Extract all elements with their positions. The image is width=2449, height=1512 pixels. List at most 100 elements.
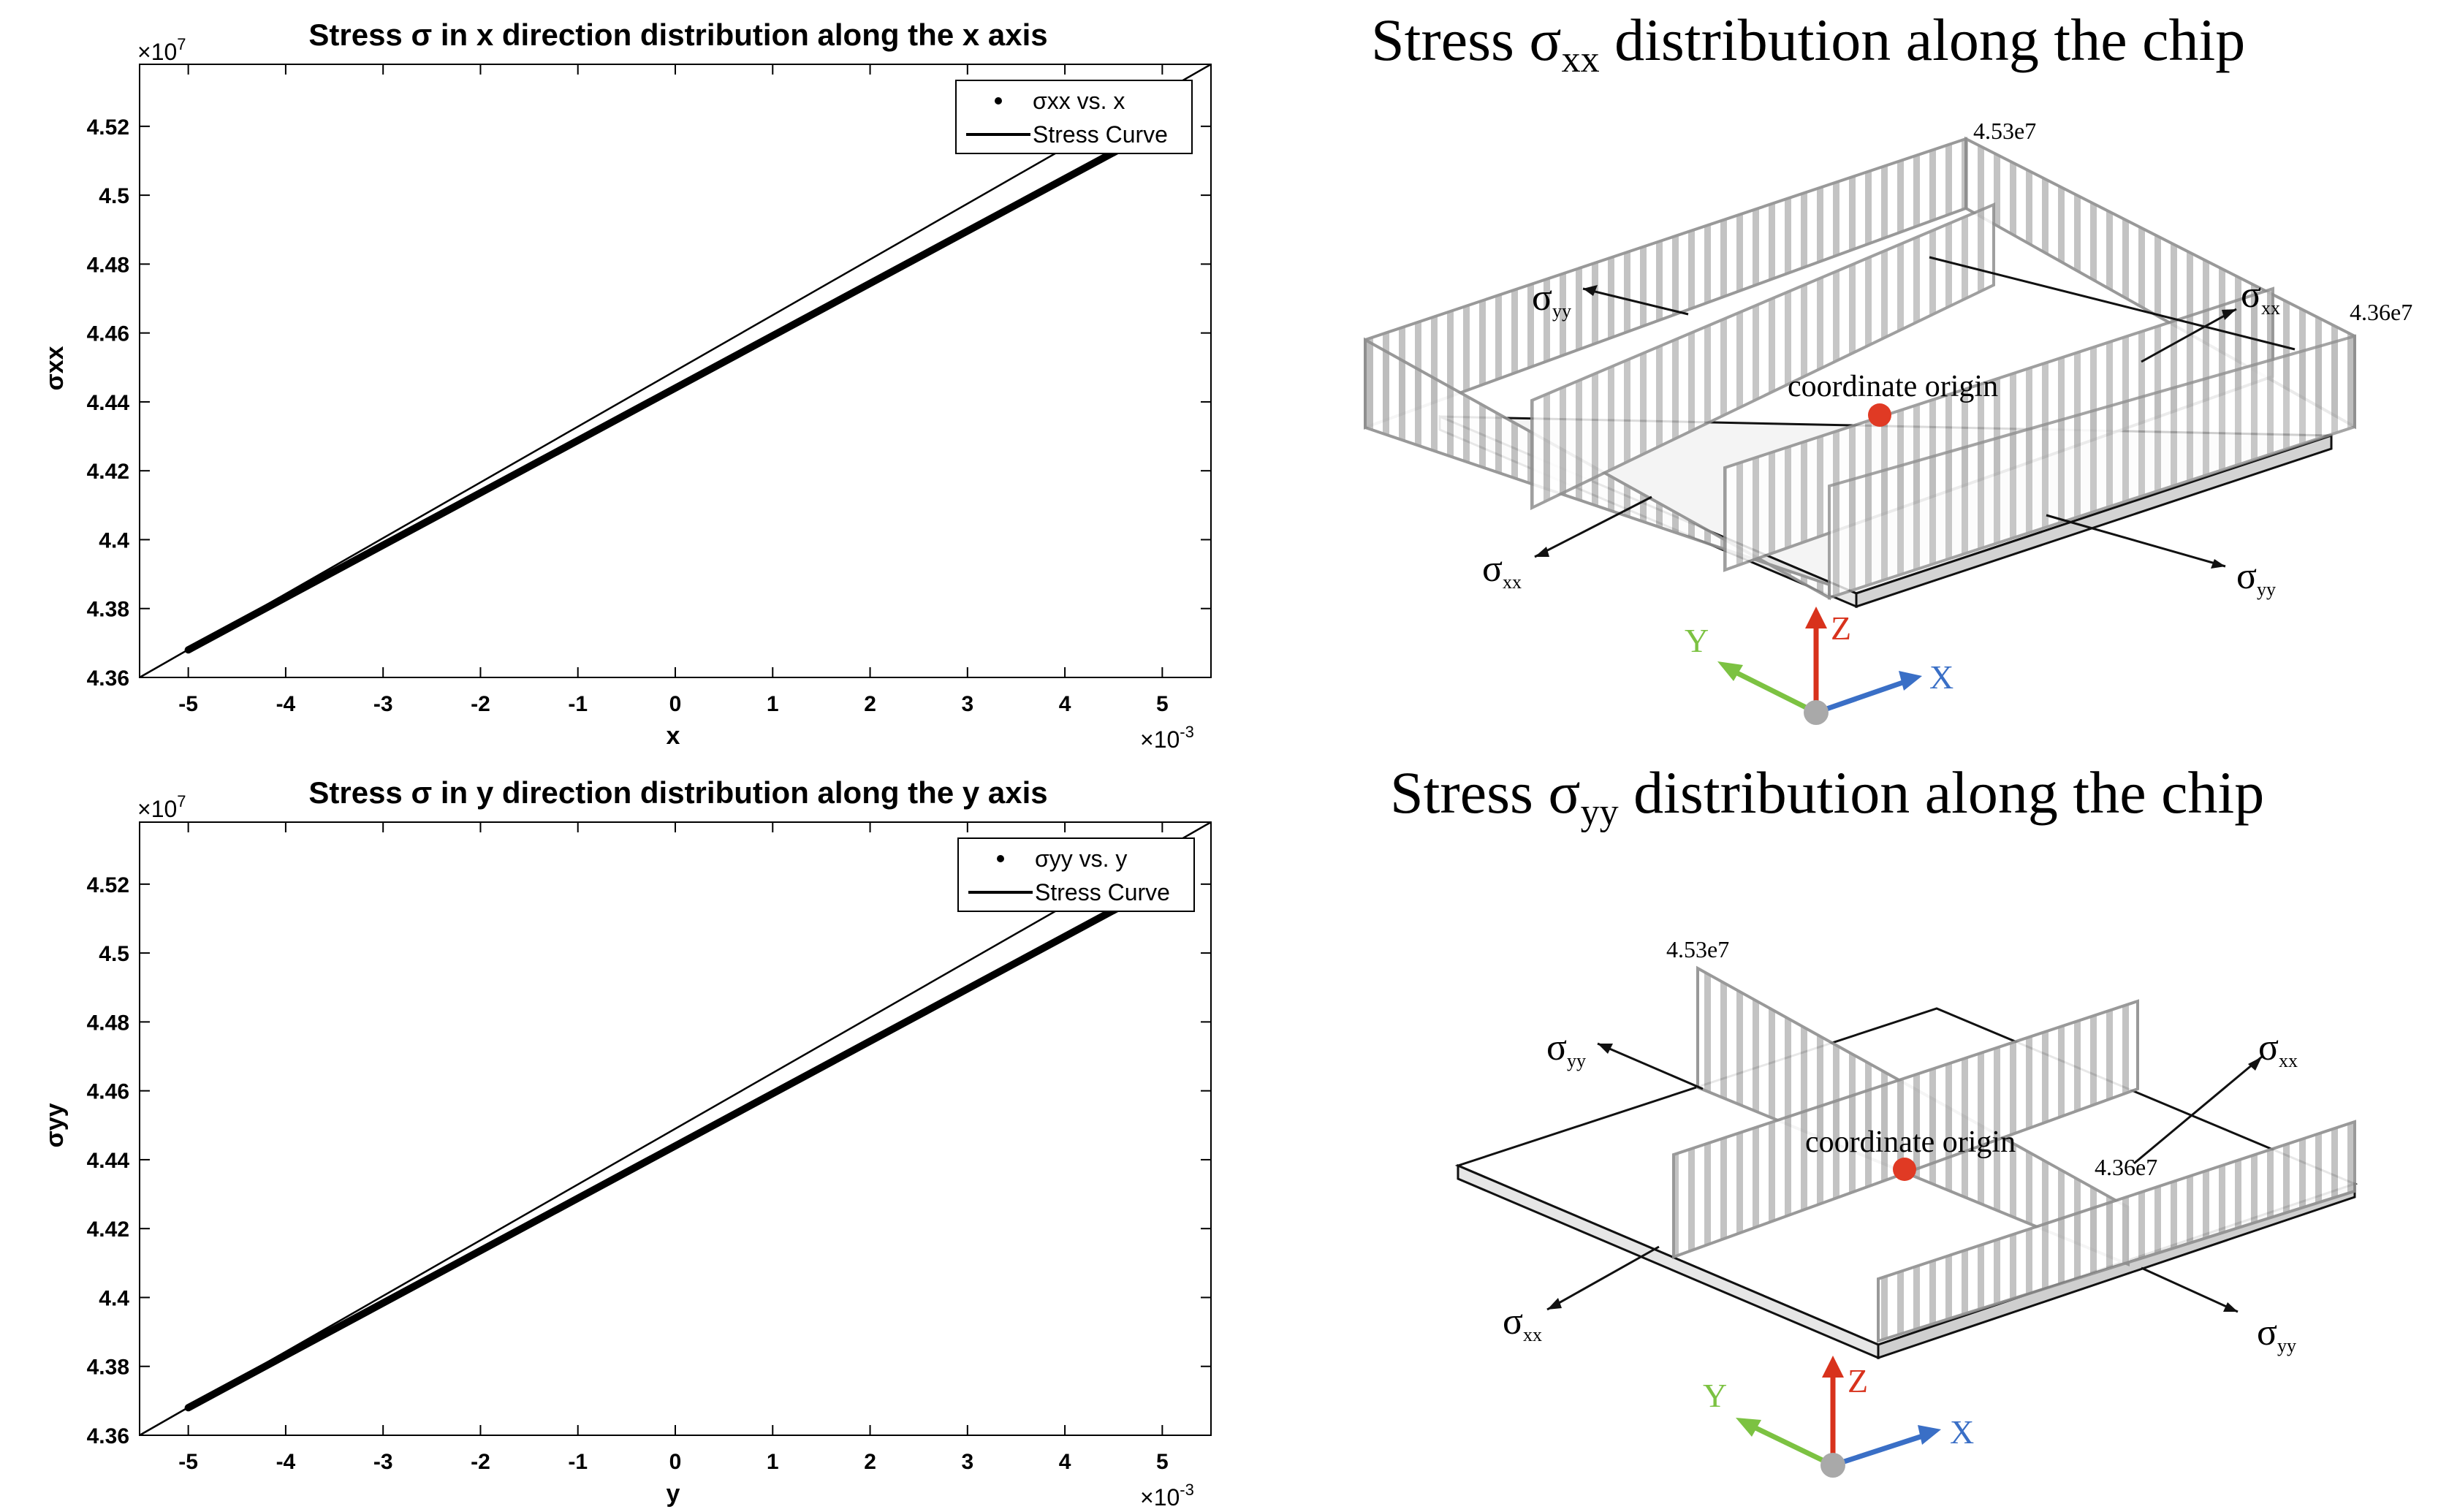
y-axis-arrow — [1745, 1421, 1834, 1468]
z-arrowhead — [1822, 1356, 1844, 1378]
arrowhead — [2211, 559, 2225, 569]
chart-title: Stress σ in y direction distribution alo… — [308, 775, 1047, 810]
sigma-xx-label-top: σxx — [2258, 1027, 2298, 1071]
x-tick-label: 1 — [767, 1450, 779, 1474]
sigma-yy-label-top: σyy — [1546, 1027, 1586, 1071]
y-ticks: 4.36 4.38 4.4 4.42 4.44 4.46 4.48 4.5 4.52 — [87, 873, 1211, 1448]
y-tick-label: 4.5 — [99, 184, 129, 208]
y-axis-label: Y — [1703, 1377, 1727, 1414]
legend: σyy vs. y Stress Curve — [957, 837, 1195, 912]
y-tick-label: 4.4 — [99, 528, 129, 552]
triad-origin — [1804, 700, 1829, 725]
arrowhead — [1583, 285, 1598, 296]
arrowhead — [2223, 1302, 2238, 1312]
y-axis-label: Y — [1685, 622, 1709, 659]
y-tick-label: 4.36 — [87, 666, 129, 691]
x-tick-label: 0 — [669, 692, 682, 716]
x-tick-label: -3 — [373, 692, 393, 716]
legend-box — [957, 837, 1195, 912]
sigma-xx-label-top: σxx — [2241, 274, 2280, 319]
sigma-xx-label-front: σxx — [1503, 1301, 1542, 1345]
y-tick-label: 4.42 — [87, 1217, 129, 1242]
stress-panel-xx-left — [1672, 999, 2139, 1259]
sigma-xx-front-axis-line — [1546, 1245, 1660, 1311]
sigma-yy-label-front: σyy — [2257, 1312, 2296, 1356]
x-tick-label: -5 — [178, 1450, 198, 1474]
stress-min-label: 4.36e7 — [2350, 299, 2412, 325]
stress-panel-inner-left — [1530, 202, 1995, 511]
arrowhead — [2222, 309, 2236, 320]
arrowhead — [1547, 1298, 1562, 1310]
x-tick-label: -4 — [276, 1450, 296, 1474]
x-arrowhead — [1899, 671, 1922, 691]
y-tick-label: 4.46 — [87, 322, 129, 346]
triad-origin — [1820, 1453, 1845, 1478]
sigma-yy-front-axis-line — [2141, 1266, 2239, 1313]
x-tick-label: -2 — [471, 1450, 490, 1474]
x-tick-label: -5 — [178, 692, 198, 716]
y-tick-label: 4.44 — [87, 1149, 130, 1173]
y-exponent-label: ×107 — [137, 792, 186, 822]
origin-dot — [1893, 1158, 1916, 1181]
arrowhead — [2248, 1057, 2262, 1071]
x-tick-label: -1 — [568, 1450, 588, 1474]
stress-max-label: 4.53e7 — [1666, 936, 1729, 962]
origin-dot — [1868, 403, 1891, 427]
legend-label-line: Stress Curve — [1033, 121, 1168, 148]
y-tick-label: 4.52 — [87, 873, 129, 897]
x-arrowhead — [1918, 1425, 1941, 1445]
series-layer — [139, 63, 1212, 679]
y-ticks: 4.36 4.38 4.4 4.42 4.44 4.46 4.48 4.5 4.52 — [87, 115, 1211, 691]
y-tick-label: 4.38 — [87, 598, 129, 622]
y-axis-label: σxx — [41, 346, 69, 390]
x-tick-label: 0 — [669, 1450, 682, 1474]
y-tick-label: 4.38 — [87, 1356, 129, 1380]
x-tick-label: 3 — [961, 692, 973, 716]
x-axis-arrow — [1831, 1431, 1931, 1468]
sigma-xx-axis-line — [1929, 256, 2296, 351]
y-tick-label: 4.46 — [87, 1080, 129, 1104]
x-tick-label: 4 — [1059, 692, 1071, 716]
stress-panel-yy-front — [1877, 1120, 2356, 1343]
y-tick-label: 4.36 — [87, 1424, 129, 1448]
legend-label-points: σxx vs. x — [1033, 88, 1125, 114]
sigma-yy-axis-line — [1582, 287, 1689, 316]
x-tick-label: 4 — [1059, 1450, 1071, 1474]
x-ticks: -5 -4 -3 -2 -1 0 1 2 3 4 5 — [178, 822, 1169, 1474]
sigma-xx-front-axis-line — [1534, 495, 1652, 558]
arrowhead — [1598, 1044, 1613, 1054]
legend-label-points: σyy vs. y — [1035, 846, 1127, 872]
x-tick-label: -4 — [276, 692, 296, 716]
x-tick-label: -3 — [373, 1450, 393, 1474]
y-axis-label: σyy — [41, 1103, 69, 1147]
legend-box — [955, 80, 1193, 154]
legend-marker-points — [997, 855, 1004, 862]
y-arrowhead — [1717, 661, 1743, 681]
z-arrowhead — [1805, 607, 1827, 628]
y-tick-label: 4.5 — [99, 942, 129, 966]
chart-title: Stress σ in x direction distribution alo… — [308, 18, 1047, 52]
stress-curve-line — [139, 821, 1212, 1437]
z-axis-label: Z — [1831, 609, 1851, 647]
x-tick-label: -1 — [568, 692, 588, 716]
stress-panel-front-right — [1828, 334, 2356, 600]
x-tick-label: 2 — [864, 1450, 876, 1474]
y-axis-arrow — [1727, 666, 1818, 715]
sigma-xx-line-chart: Stress σ in x direction distribution alo… — [41, 18, 1212, 753]
x-tick-label: 3 — [961, 1450, 973, 1474]
x-tick-label: -2 — [471, 692, 490, 716]
sigma-yy-chip-diagram: Stress σyy distribution along the chip 4… — [1390, 759, 2358, 1478]
y-tick-label: 4.4 — [99, 1286, 129, 1310]
sigma-yy-label-front: σyy — [2236, 555, 2276, 600]
x-ticks: -5 -4 -3 -2 -1 0 1 2 3 4 5 — [178, 64, 1169, 716]
x-axis-label: X — [1929, 658, 1953, 696]
sigma-yy-label-top: σyy — [1532, 277, 1571, 322]
sigma-xx-axis-line — [2133, 1055, 2263, 1165]
x-tick-label: 2 — [864, 692, 876, 716]
legend: σxx vs. x Stress Curve — [955, 80, 1193, 154]
sigma-xx-chip-diagram: Stress σxx distribution along the chip — [1364, 7, 2412, 725]
x-exponent-label: ×10-3 — [1140, 723, 1194, 753]
y-tick-label: 4.52 — [87, 115, 129, 140]
data-points-band — [184, 880, 1166, 1412]
